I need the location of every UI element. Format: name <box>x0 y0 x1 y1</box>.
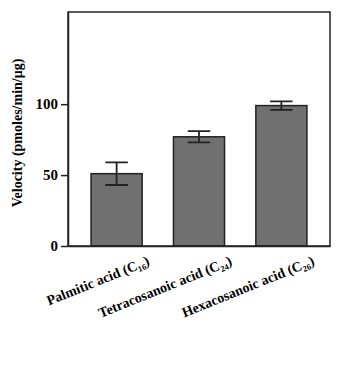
y-axis-title: Velocity (pmoles/min/μg) <box>10 58 26 207</box>
y-axis: 0 50 100 <box>36 13 69 255</box>
x-tick: Tetracosanoic acid (C₂₄) <box>96 246 234 322</box>
y-tick-label: 0 <box>51 238 59 254</box>
x-tick: Hexacosanoic acid (C₂₆) <box>180 246 317 321</box>
y-tick-label: 50 <box>43 167 58 183</box>
bar <box>256 106 307 246</box>
x-axis-line <box>69 246 331 248</box>
error-bar <box>270 101 292 110</box>
x-tick-label: Tetracosanoic acid (C₂₄) <box>96 253 234 321</box>
y-tick-mark <box>61 175 68 177</box>
y-tick-mark <box>61 246 68 248</box>
y-tick: 100 <box>36 96 69 112</box>
marks <box>91 101 307 246</box>
chart: 0 50 100 Palmitic acid (C₁₆)Tetracosanoic a… <box>0 0 356 367</box>
x-tick-label: Hexacosanoic acid (C₂₆) <box>180 253 317 321</box>
y-tick-mark <box>61 104 68 106</box>
plot: 0 50 100 Palmitic acid (C₁₆)Tetracosanoic a… <box>36 12 331 322</box>
plot-frame <box>68 12 330 246</box>
y-tick: 0 <box>51 238 69 254</box>
y-tick: 50 <box>43 167 68 183</box>
y-tick-label: 100 <box>36 96 59 112</box>
bar <box>173 137 224 246</box>
y-axis-line <box>68 13 70 247</box>
error-bar-line <box>105 162 127 185</box>
error-bar <box>105 162 127 185</box>
error-bar <box>188 131 210 142</box>
error-bar-line <box>188 131 210 142</box>
error-bar-line <box>270 101 292 110</box>
x-axis: Palmitic acid (C₁₆)Tetracosanoic acid (C… <box>44 246 330 322</box>
